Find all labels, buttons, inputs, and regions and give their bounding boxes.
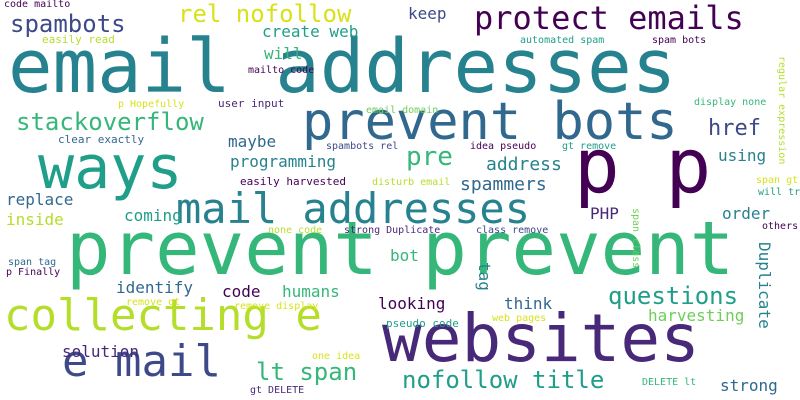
word: spambots rel <box>326 141 399 152</box>
word: tag <box>475 262 494 291</box>
word: web pages <box>492 313 547 324</box>
word: maybe <box>228 132 277 151</box>
word: spam bots <box>652 35 707 46</box>
word: code mailto <box>4 0 71 10</box>
word: looking <box>378 294 446 313</box>
word: gt DELETE <box>250 385 305 396</box>
word: harvesting <box>648 306 745 325</box>
word: PHP <box>590 204 619 223</box>
word: spambots <box>10 10 126 38</box>
word: strong <box>720 376 778 395</box>
word: inside <box>6 210 64 229</box>
word: user input <box>218 97 285 110</box>
word: clear exactly <box>58 133 145 146</box>
word: easily harvested <box>240 175 346 188</box>
word: email domain <box>366 105 439 116</box>
word: solution <box>62 342 140 361</box>
word: href <box>708 116 761 141</box>
word: automated spam <box>520 35 605 46</box>
word: keep <box>408 4 447 23</box>
word: spammers <box>460 174 547 195</box>
word: websites <box>382 300 700 377</box>
word: span gt <box>756 175 799 186</box>
word: bot <box>390 246 419 265</box>
word: using <box>718 146 767 165</box>
word: p Hopefully <box>118 99 185 110</box>
word: e mail <box>62 336 221 387</box>
word: remove display <box>234 301 319 312</box>
word: identify <box>116 278 194 297</box>
word: nofollow title <box>402 366 605 394</box>
word: questions <box>608 282 739 310</box>
word: others p <box>762 221 800 232</box>
word: class remove <box>476 225 549 236</box>
word: p Finally <box>6 267 61 278</box>
word: create web <box>262 22 359 41</box>
word: regular expression <box>776 56 787 165</box>
word: will trip <box>758 187 800 198</box>
word: lt span <box>256 358 358 386</box>
word: pre <box>406 142 453 172</box>
word: display none <box>694 97 767 108</box>
word: ways <box>38 133 183 203</box>
word: idea pseudo <box>470 141 537 152</box>
word: disturb email <box>372 177 451 188</box>
word: prevent bots <box>302 92 678 152</box>
word: remove gt <box>126 297 181 308</box>
word: span class <box>630 208 641 269</box>
word: gt remove <box>562 141 617 152</box>
word: order <box>722 204 771 223</box>
word: protect emails <box>474 0 744 37</box>
word: p p <box>574 121 712 210</box>
word: none code <box>268 225 323 236</box>
word: mailto code <box>248 65 315 76</box>
word: rel nofollow <box>178 0 352 28</box>
word: DELETE lt <box>642 377 697 388</box>
word: easily read <box>42 33 115 46</box>
word: mail addresses <box>176 184 531 233</box>
word: span tag <box>8 257 57 268</box>
word: address <box>486 154 562 175</box>
word: think <box>504 294 553 313</box>
word: replace <box>6 190 74 209</box>
word: coming <box>124 206 182 225</box>
word: one idea <box>312 351 361 362</box>
word: pseudo code <box>386 317 459 330</box>
word: prevent prevent <box>66 206 735 292</box>
word: Duplicate <box>755 242 774 329</box>
word: will <box>264 44 303 63</box>
word: humans <box>282 282 340 301</box>
word: code <box>222 282 261 301</box>
word: email addresses <box>8 24 677 110</box>
word: programming <box>230 152 336 171</box>
word: collecting e <box>4 290 322 341</box>
word: strong Duplicate <box>344 225 441 236</box>
word: stackoverflow <box>16 108 204 136</box>
